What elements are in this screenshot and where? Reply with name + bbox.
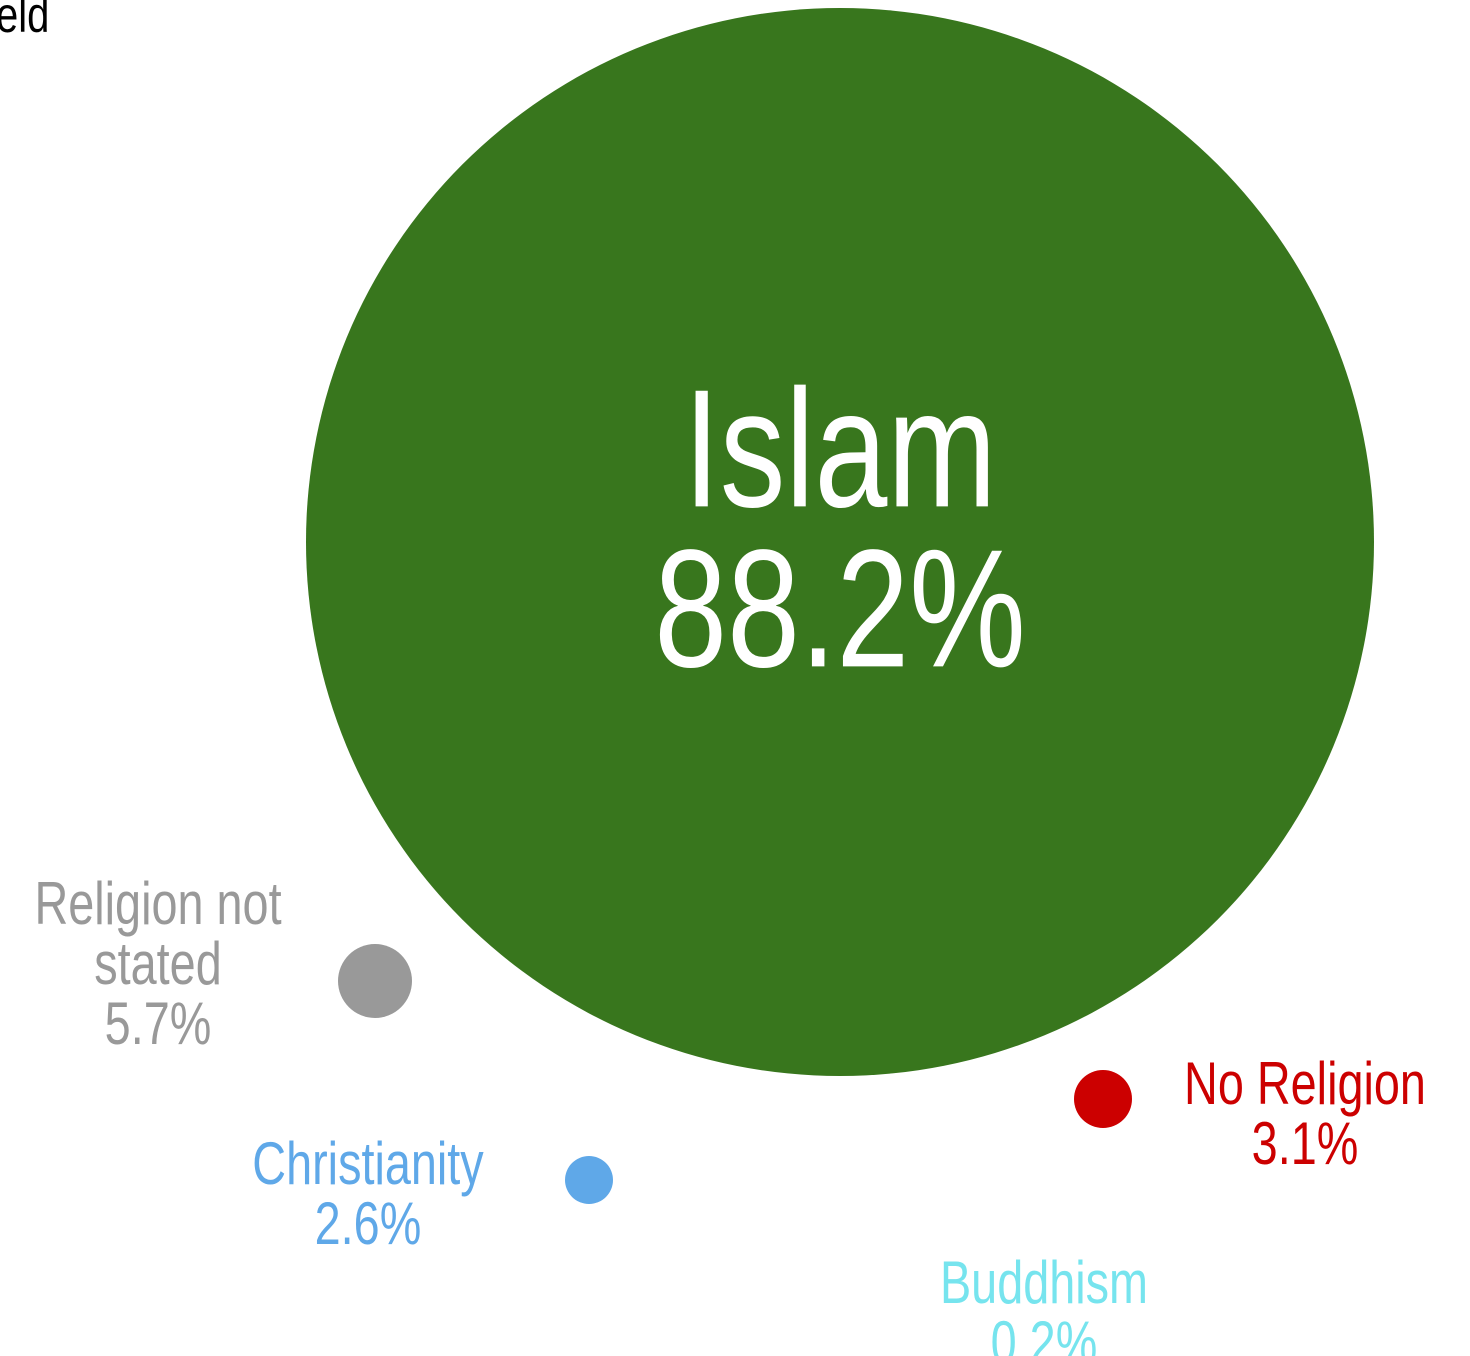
label-christianity-name: Christianity (252, 1130, 484, 1197)
label-religion-not-stated-name-line1: Religion not (34, 870, 281, 937)
label-religion-not-stated-name-line2: stated (94, 930, 221, 997)
label-islam-value: 88.2% (654, 515, 1026, 702)
bubble-no-religion (1074, 1070, 1132, 1128)
label-buddhism-value: 0.2% (991, 1309, 1098, 1356)
label-christianity-value: 2.6% (315, 1190, 422, 1257)
bubble-religion-not-stated (338, 944, 412, 1018)
label-religion-not-stated-value: 5.7% (105, 990, 212, 1057)
label-islam-name: Islam (683, 355, 996, 542)
corner-title-fragment: eld (0, 0, 50, 43)
label-no-religion-name: No Religion (1184, 1050, 1426, 1117)
bubble-islam (306, 8, 1374, 1076)
label-no-religion-value: 3.1% (1252, 1110, 1359, 1177)
bubble-christianity (565, 1156, 613, 1204)
label-buddhism-name: Buddhism (940, 1249, 1148, 1316)
